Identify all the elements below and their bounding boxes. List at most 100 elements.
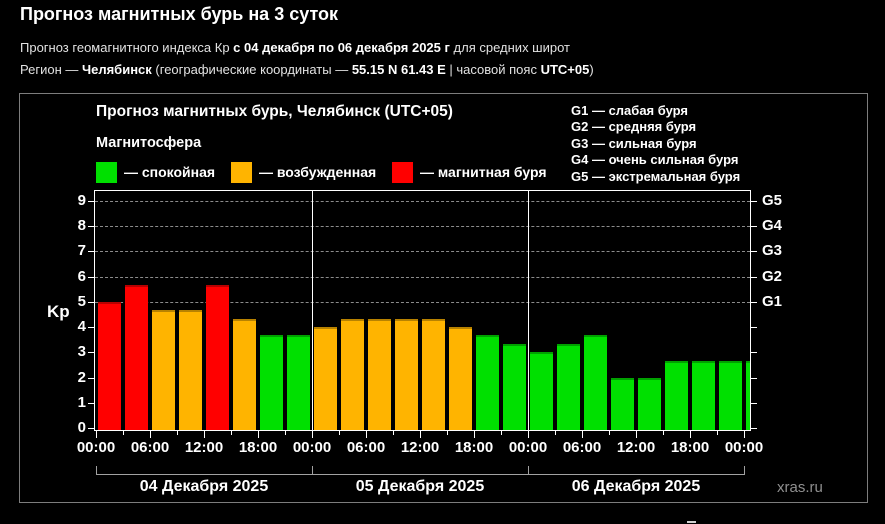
y-axis-tick-right	[751, 352, 757, 354]
date-label-day3: 06 Декабря 2025	[571, 478, 701, 495]
y-axis-tick-right	[751, 251, 757, 253]
kp-bar	[476, 335, 499, 430]
x-axis-time-label: 18:00	[670, 439, 710, 456]
storm-scale-legend: G1 — слабая буря G2 — средняя буря G3 — си…	[571, 103, 740, 185]
y-axis-tick-right	[751, 327, 757, 329]
x-axis-tick	[231, 431, 232, 435]
kp-bar	[719, 360, 742, 430]
x-axis-time-label: 18:00	[238, 439, 278, 456]
x-axis-tick	[204, 431, 205, 438]
y-axis-tick-label: 6	[77, 267, 86, 285]
legend-swatch-storm	[392, 162, 413, 183]
gridline-kp6	[95, 276, 750, 278]
timezone-value: UTC+05	[540, 62, 590, 77]
kp-bar	[152, 310, 175, 430]
watermark: xras.ru	[777, 479, 823, 496]
x-axis-tick	[339, 431, 340, 435]
y-axis-tick-right	[751, 276, 757, 278]
date-label-day1: 04 Декабря 2025	[139, 478, 269, 495]
y-axis-tick-right	[751, 377, 757, 379]
legend-swatch-unsettled	[231, 162, 252, 183]
x-axis-tick	[609, 431, 610, 435]
y-axis-tick-left	[88, 201, 94, 203]
y-axis-tick-left	[88, 301, 94, 303]
day-separator	[528, 191, 529, 430]
x-axis-tick	[582, 431, 583, 438]
kp-bar	[179, 310, 202, 430]
x-axis-tick	[636, 431, 637, 438]
x-axis-tick	[150, 431, 151, 438]
kp-bar	[368, 318, 391, 430]
y-axis-tick-left	[88, 251, 94, 253]
x-axis-tick	[501, 431, 502, 435]
date-bracket-tick	[744, 466, 745, 475]
y-axis-tick-label: 9	[77, 192, 86, 210]
right-axis-label-g5: G5	[762, 192, 783, 210]
kp-bar	[233, 318, 256, 430]
kp-bar	[611, 377, 634, 430]
date-bracket-line	[96, 474, 744, 475]
x-axis-tick	[663, 431, 664, 435]
legend-title: Магнитосфера	[96, 135, 202, 151]
x-axis-time-label: 12:00	[616, 439, 656, 456]
x-axis-tick	[690, 431, 691, 438]
storm-scale-line-5: G5 — экстремальная буря	[571, 168, 741, 184]
right-axis-label-g3: G3	[762, 242, 783, 260]
storm-scale-line-3: G3 — сильная буря	[571, 135, 697, 151]
x-axis-tick	[177, 431, 178, 435]
y-axis-tick-right	[751, 402, 757, 404]
coords-value: 55.15 N 61.43 E	[351, 62, 446, 77]
kp-bar	[314, 327, 337, 430]
kp-bar	[98, 301, 121, 430]
forecast-date-range: с 04 декабря по 06 декабря 2025 г	[233, 40, 450, 55]
y-axis-tick-left	[88, 377, 94, 379]
x-axis-time-label: 12:00	[400, 439, 440, 456]
x-axis-time-label: 18:00	[454, 439, 494, 456]
x-axis-time-label: 00:00	[724, 439, 764, 456]
storm-scale-line-2: G2 — средняя буря	[571, 119, 697, 135]
closing-paren: )	[589, 62, 594, 77]
gridline-kp7	[95, 251, 750, 253]
date-label-day2: 05 Декабря 2025	[355, 478, 485, 495]
x-axis-tick	[474, 431, 475, 438]
x-axis-tick	[312, 431, 313, 438]
x-axis-tick	[420, 431, 421, 438]
chart-panel: Прогноз магнитных бурь, Челябинск (UTC+0…	[19, 93, 868, 503]
gridline-kp9	[95, 201, 750, 203]
region-description: Регион — Челябинск (географические коорд…	[20, 62, 594, 77]
kp-bar	[746, 360, 750, 430]
x-axis-tick	[285, 431, 286, 435]
gridline-kp5	[95, 301, 750, 303]
kp-bar	[557, 344, 580, 430]
kp-bar	[395, 318, 418, 430]
right-axis-label-g4: G4	[762, 217, 783, 235]
x-axis-time-label: 06:00	[130, 439, 170, 456]
y-axis-tick-left	[88, 352, 94, 354]
kp-bar	[665, 360, 688, 430]
x-axis-tick	[555, 431, 556, 435]
y-axis-tick-label: 8	[77, 217, 86, 235]
y-axis-tick-label: 3	[77, 343, 86, 361]
region-label: Регион —	[20, 62, 82, 77]
coords-label: (географические координаты —	[151, 62, 352, 77]
storm-scale-line-4: G4 — очень сильная буря	[571, 152, 739, 168]
x-axis-time-label: 00:00	[76, 439, 116, 456]
forecast-description: Прогноз геомагнитного индекса Кр с 04 де…	[20, 40, 570, 55]
y-axis-tick-left	[88, 276, 94, 278]
y-axis-tick-label: 5	[77, 292, 86, 310]
right-axis-label-g1: G1	[762, 292, 783, 310]
y-axis-tick-label: 7	[77, 242, 86, 260]
storm-scale-line-1: G1 — слабая буря	[571, 103, 689, 118]
date-bracket-tick	[312, 466, 313, 475]
kp-bar	[125, 285, 148, 430]
forecast-description-text: Прогноз геомагнитного индекса Кр	[20, 40, 234, 55]
x-axis-tick	[96, 431, 97, 438]
x-axis-tick	[393, 431, 394, 435]
legend-label-unsettled: — возбужденная	[259, 164, 377, 180]
y-axis-tick-label: 2	[77, 368, 86, 386]
x-axis-time-label: 06:00	[346, 439, 386, 456]
kp-bar	[584, 335, 607, 430]
y-axis-tick-left	[88, 327, 94, 329]
kp-bar	[260, 335, 283, 430]
page-title: Прогноз магнитных бурь на 3 суток	[20, 4, 339, 24]
